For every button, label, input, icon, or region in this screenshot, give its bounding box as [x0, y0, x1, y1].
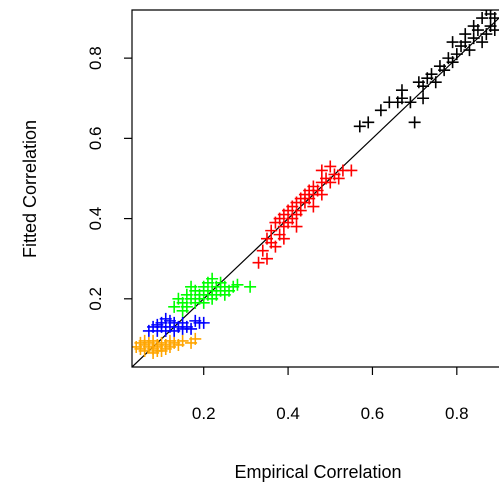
data-point-series-2 [244, 280, 257, 293]
data-point-series-3 [345, 164, 358, 177]
data-point-series-3 [315, 188, 328, 201]
data-point-series-4 [429, 76, 442, 89]
data-point-series-4 [459, 28, 472, 41]
data-point-series-4 [395, 92, 408, 105]
data-point-series-4 [476, 36, 489, 49]
data-point-series-4 [438, 64, 451, 77]
data-point-series-4 [463, 44, 476, 57]
data-point-series-1 [168, 316, 181, 329]
reference-line [132, 17, 499, 367]
x-tick-label: 0.8 [445, 404, 469, 423]
data-point-series-3 [290, 220, 303, 233]
data-point-series-0 [159, 342, 172, 355]
plot-frame [131, 9, 499, 368]
data-point-series-0 [138, 334, 151, 347]
data-point-series-3 [324, 176, 337, 189]
data-point-series-3 [277, 232, 290, 245]
data-point-series-1 [176, 322, 189, 335]
data-point-series-4 [353, 120, 366, 133]
data-point-series-1 [151, 318, 164, 331]
y-tick-label: 0.2 [86, 287, 105, 311]
data-point-series-4 [417, 92, 430, 105]
data-point-series-4 [362, 116, 375, 129]
x-tick-label: 0.2 [192, 404, 216, 423]
data-point-series-2 [176, 304, 189, 317]
data-point-series-3 [269, 240, 282, 253]
data-point-series-3 [324, 160, 337, 173]
data-point-series-3 [294, 204, 307, 217]
data-point-series-2 [168, 300, 181, 313]
data-point-series-3 [307, 200, 320, 213]
data-point-series-4 [480, 10, 493, 16]
data-point-series-4 [446, 36, 459, 49]
data-point-series-3 [252, 256, 265, 269]
x-tick-label: 0.6 [361, 404, 385, 423]
data-point-series-2 [185, 280, 198, 293]
data-point-series-3 [256, 244, 269, 257]
data-point-series-4 [480, 28, 493, 41]
data-point-series-4 [471, 24, 484, 37]
data-point-series-4 [446, 56, 459, 69]
data-point-series-4 [450, 48, 463, 61]
data-point-series-1 [197, 316, 210, 329]
y-tick-label: 0.8 [86, 46, 105, 70]
x-tick-label: 0.4 [276, 404, 300, 423]
y-tick-label: 0.6 [86, 127, 105, 151]
data-point-series-1 [159, 312, 172, 325]
data-point-series-2 [231, 278, 244, 291]
data-point-series-2 [218, 288, 231, 301]
data-point-series-4 [404, 96, 417, 109]
y-tick-label: 0.4 [86, 207, 105, 231]
data-point-series-2 [206, 272, 219, 285]
data-point-series-0 [151, 344, 164, 357]
data-point-series-0 [163, 334, 176, 347]
data-point-series-3 [265, 224, 278, 237]
y-axis-label: Fitted Correlation [20, 120, 40, 258]
data-point-series-2 [197, 296, 210, 309]
data-point-series-0 [189, 332, 202, 345]
data-point-series-0 [176, 334, 189, 347]
data-point-series-4 [408, 116, 421, 129]
data-point-series-4 [467, 32, 480, 45]
x-axis-label: Empirical Correlation [234, 462, 401, 482]
data-point-series-4 [374, 104, 387, 117]
data-point-series-3 [260, 252, 273, 265]
data-point-series-4 [425, 68, 438, 81]
data-point-series-3 [332, 172, 345, 185]
data-point-series-4 [476, 12, 489, 25]
data-point-series-3 [315, 164, 328, 177]
data-point-series-4 [417, 80, 430, 93]
